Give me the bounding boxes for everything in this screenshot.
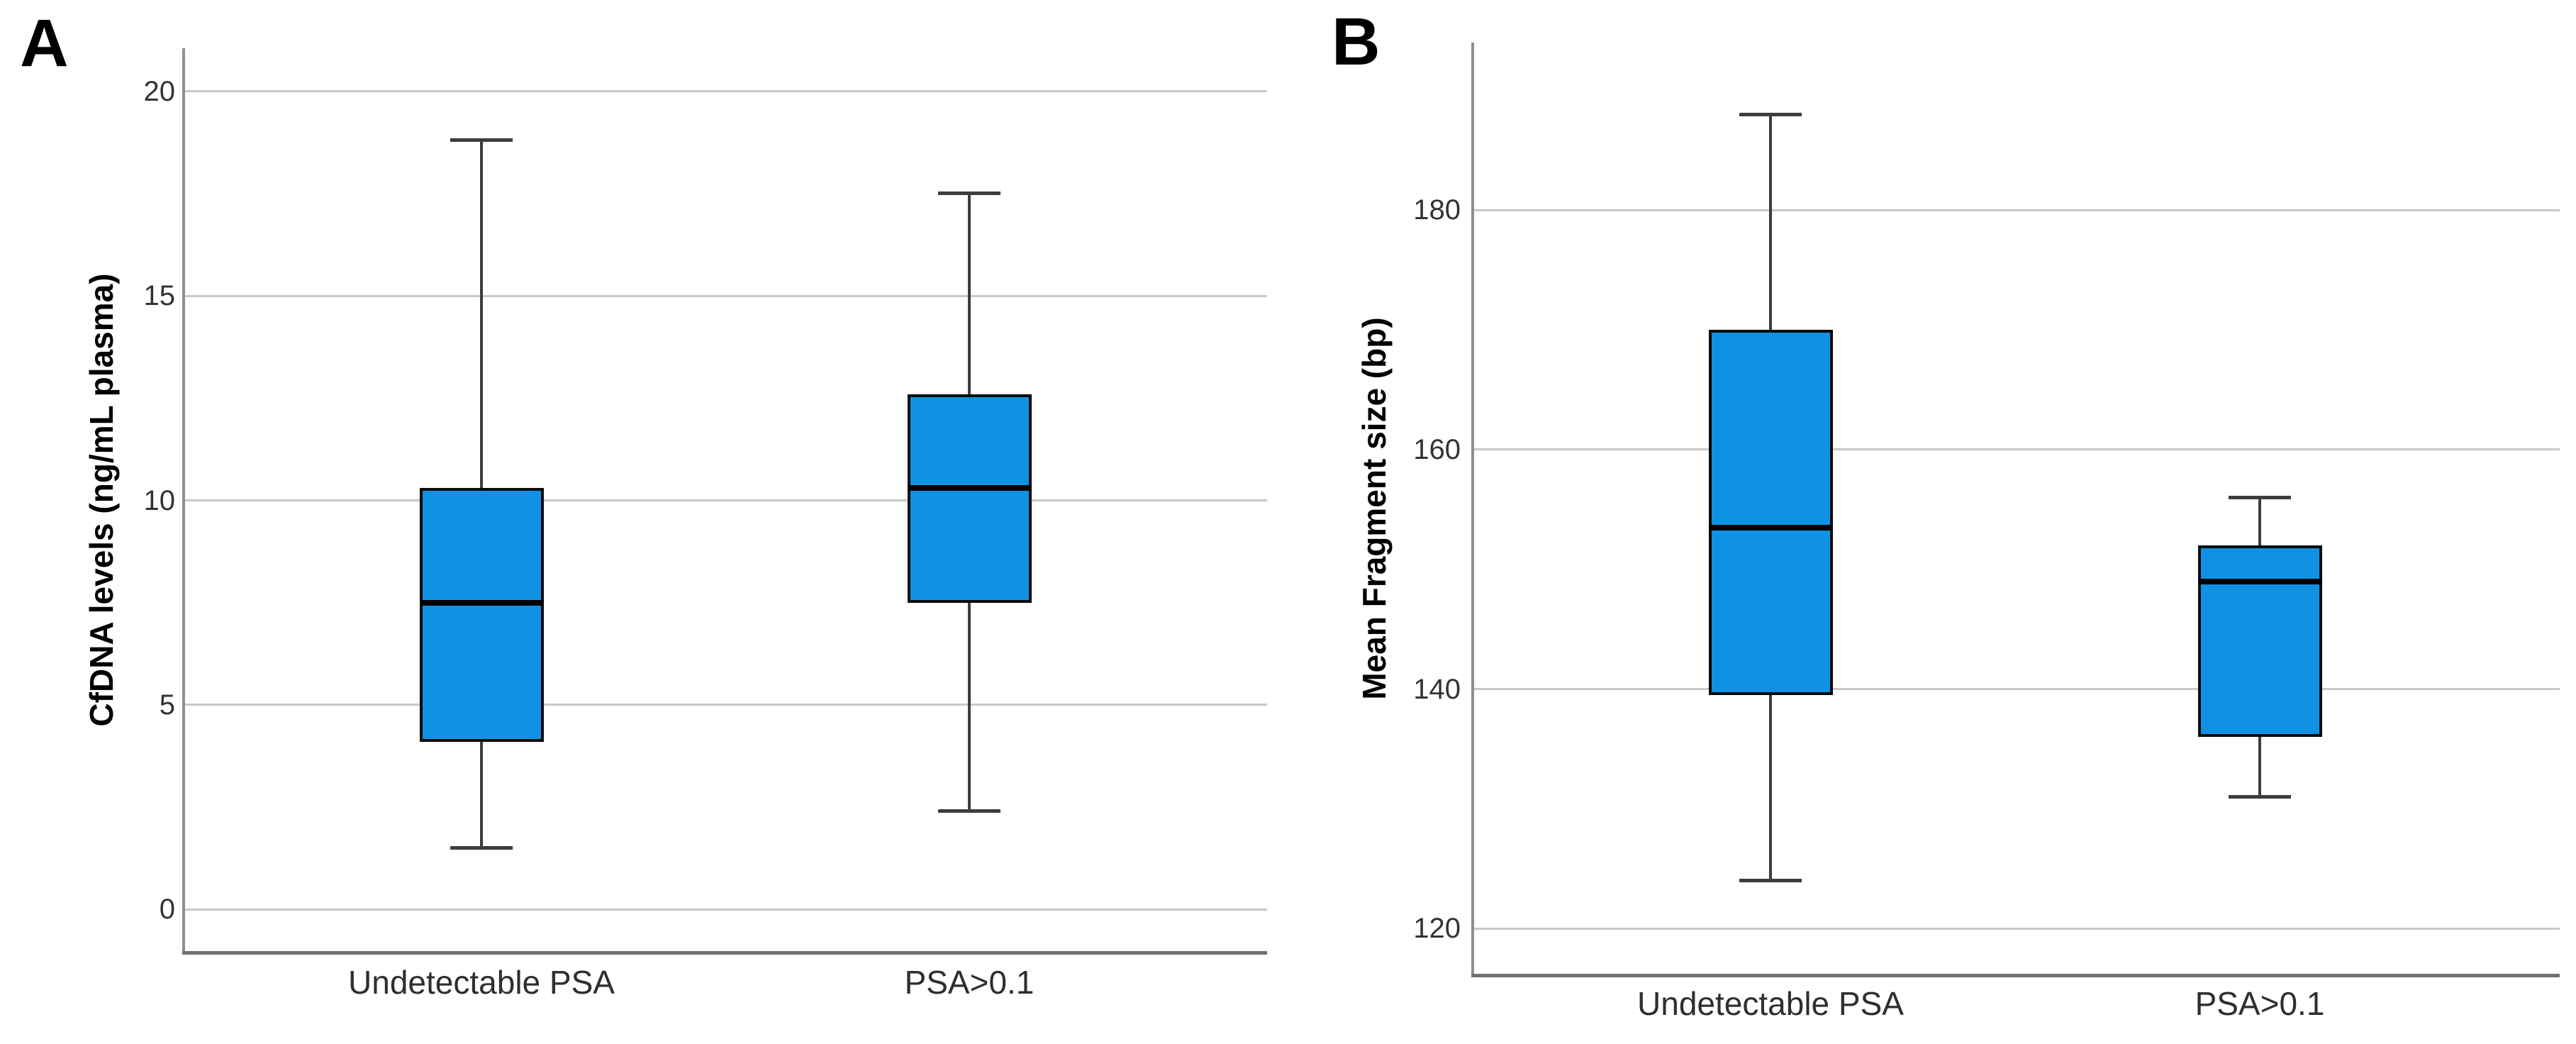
y-tick-label-10: 10 [143,484,176,516]
box-undetectable-psa [419,488,544,742]
y-tick-label-5: 5 [159,689,175,721]
whisker-cap-top-psa-0-1 [938,191,1000,196]
whisker-cap-bottom-undetectable-psa [1739,879,1802,883]
x-axis-line [1471,974,2560,977]
panel-b-y-axis-title: Mean Fragment size (bp) [1356,317,1393,700]
x-axis-line [182,951,1267,955]
box-psa-0-1 [2197,545,2322,738]
y-tick-label-160: 160 [1413,433,1461,465]
box-psa-0-1 [907,394,1032,603]
gridline-y-140 [1473,688,2560,691]
y-tick-label-180: 180 [1413,194,1461,226]
median-line-psa-0-1 [2197,578,2322,584]
gridline-y-10 [184,499,1267,501]
y-tick-label-0: 0 [159,894,175,926]
whisker-cap-bottom-psa-0-1 [2229,794,2291,799]
whisker-cap-top-psa-0-1 [2229,495,2291,499]
y-tick-label-20: 20 [143,75,176,107]
whisker-cap-top-undetectable-psa [450,138,513,143]
median-line-undetectable-psa [419,599,544,606]
y-tick-label-140: 140 [1413,673,1461,705]
x-category-label-undetectable-psa: Undetectable PSA [1637,985,1904,1022]
gridline-y-20 [184,90,1267,93]
y-tick-label-120: 120 [1413,913,1461,945]
gridline-y-180 [1473,209,2560,211]
y-axis-line [182,48,185,953]
x-category-label-undetectable-psa: Undetectable PSA [348,964,615,1001]
gridline-y-120 [1473,927,2560,930]
x-category-label-psa-0-1: PSA>0.1 [2195,985,2325,1022]
gridline-y-160 [1473,448,2560,451]
gridline-y-0 [184,908,1267,911]
gridline-y-5 [184,704,1267,706]
median-line-undetectable-psa [1708,524,1833,531]
box-undetectable-psa [1708,330,1833,695]
whisker-cap-top-undetectable-psa [1739,112,1802,116]
median-line-psa-0-1 [907,485,1032,492]
panel-a-letter: A [20,6,69,81]
whisker-cap-bottom-undetectable-psa [450,846,513,850]
whisker-cap-bottom-psa-0-1 [938,809,1000,813]
y-tick-label-15: 15 [143,280,176,312]
panel-b-letter: B [1332,4,1381,79]
x-category-label-psa-0-1: PSA>0.1 [904,964,1035,1001]
y-axis-line [1471,43,1474,975]
gridline-y-15 [184,294,1267,297]
